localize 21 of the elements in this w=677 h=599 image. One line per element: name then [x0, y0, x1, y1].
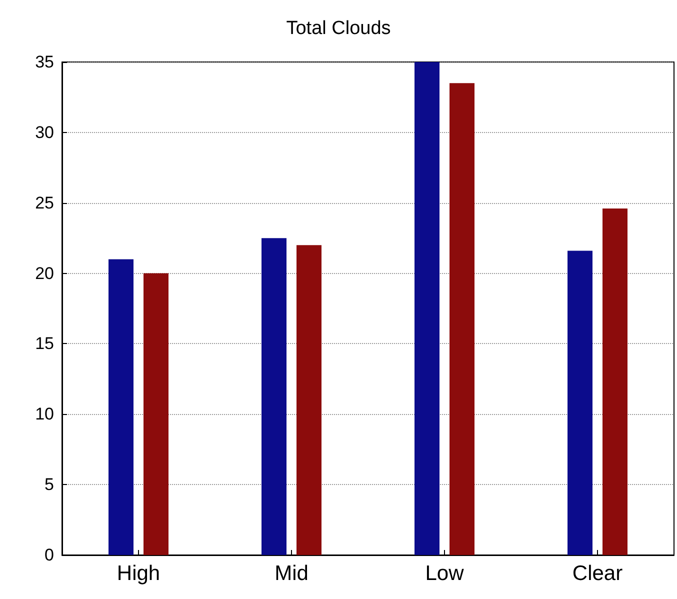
bar — [414, 62, 440, 555]
bar — [450, 83, 474, 555]
bar — [296, 245, 322, 555]
bar — [108, 259, 134, 555]
bar — [568, 250, 592, 555]
x-tick-label: Low — [425, 562, 465, 585]
x-tick-label: High — [116, 562, 160, 585]
bar — [144, 273, 168, 555]
y-tick-label: 25 — [35, 193, 54, 212]
x-tick-label: Mid — [274, 562, 308, 585]
bar — [262, 238, 286, 555]
y-tick-label: 35 — [35, 52, 54, 72]
y-tick-label: 20 — [35, 264, 54, 283]
bar — [602, 208, 628, 555]
y-tick-label: 5 — [44, 475, 54, 494]
x-tick-label: Clear — [572, 562, 623, 585]
chart-title: Total Clouds — [286, 18, 391, 39]
y-tick-label: 0 — [44, 546, 54, 564]
y-tick-label: 10 — [35, 404, 54, 424]
y-tick-label: 15 — [35, 334, 54, 354]
y-tick-label: 30 — [35, 122, 54, 142]
